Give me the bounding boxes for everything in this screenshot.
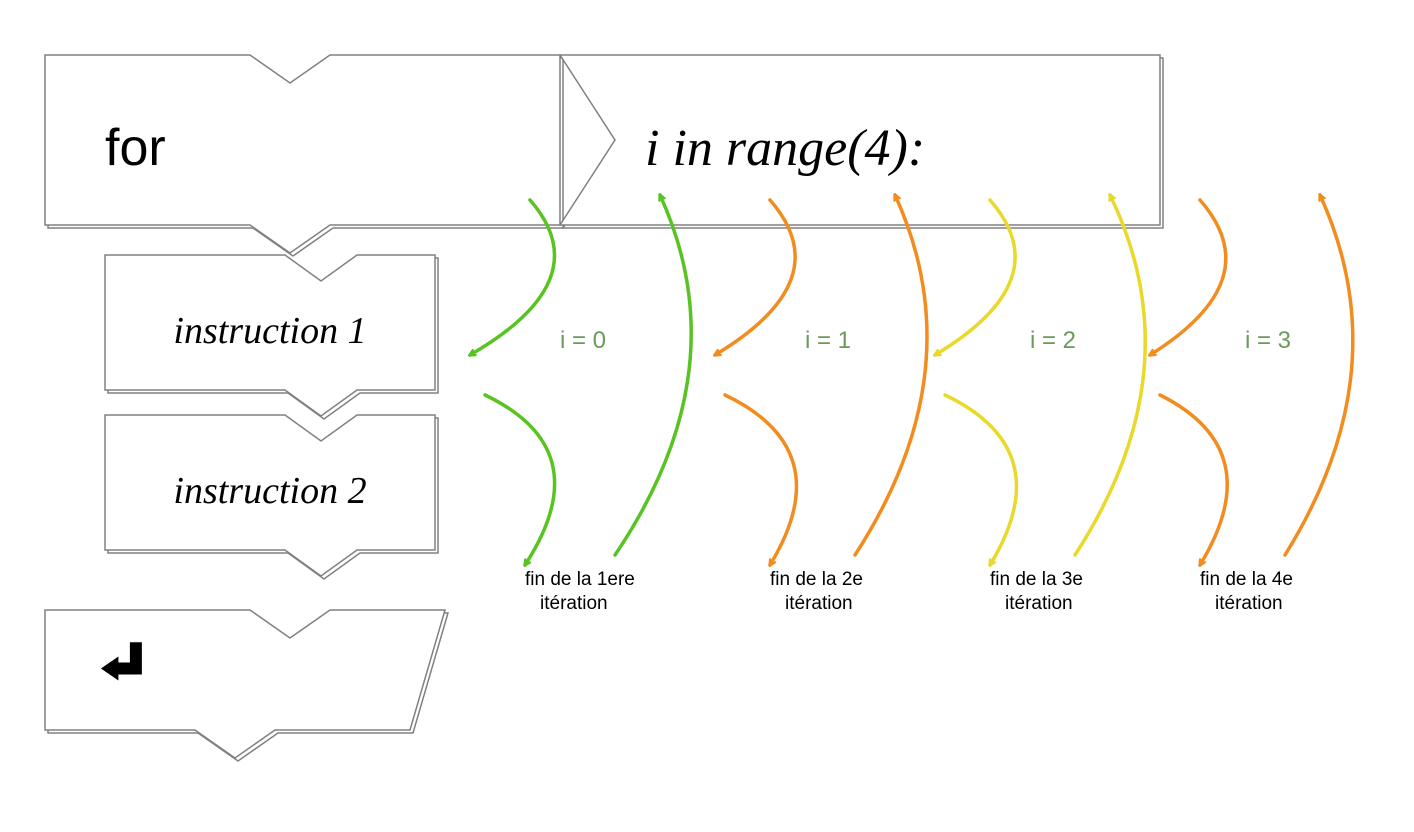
for-label: for (105, 119, 166, 177)
iter-0-caption-line1: fin de la 1ere (525, 569, 635, 590)
iter-2-caption-line1: fin de la 3e (990, 569, 1083, 590)
diagram-canvas: for i in range(4): instruction 1 instructio… (0, 0, 1414, 832)
instruction-2-label: instruction 2 (173, 470, 366, 512)
iter-1-label: i = 1 (805, 327, 851, 354)
iter-1-caption-line2: itération (785, 593, 853, 614)
iter-0-label: i = 0 (560, 327, 606, 354)
return-block (45, 610, 445, 758)
iter-1-caption-line1: fin de la 2e (770, 569, 863, 590)
instruction-1-label: instruction 1 (173, 310, 366, 352)
iter-3-caption-line1: fin de la 4e (1200, 569, 1293, 590)
iter-3-caption-line2: itération (1215, 593, 1283, 614)
range-label: i in range(4): (645, 120, 925, 177)
iter-2-arrow-instr-to-end (945, 395, 1016, 565)
iter-2-label: i = 2 (1030, 327, 1076, 354)
iter-1-arrow-instr-to-end (725, 395, 796, 565)
iter-3-arrow-back-to-top (1285, 195, 1353, 555)
iter-0-arrow-back-to-top (615, 195, 691, 555)
iter-2-caption-line2: itération (1005, 593, 1073, 614)
iter-2-arrow-back-to-top (1075, 195, 1145, 555)
iter-0-caption-line2: itération (540, 593, 608, 614)
iter-3-label: i = 3 (1245, 327, 1291, 354)
iter-0-arrow-instr-to-end (485, 395, 555, 565)
iter-3-arrow-instr-to-end (1160, 395, 1227, 565)
iter-1-arrow-back-to-top (855, 195, 927, 555)
